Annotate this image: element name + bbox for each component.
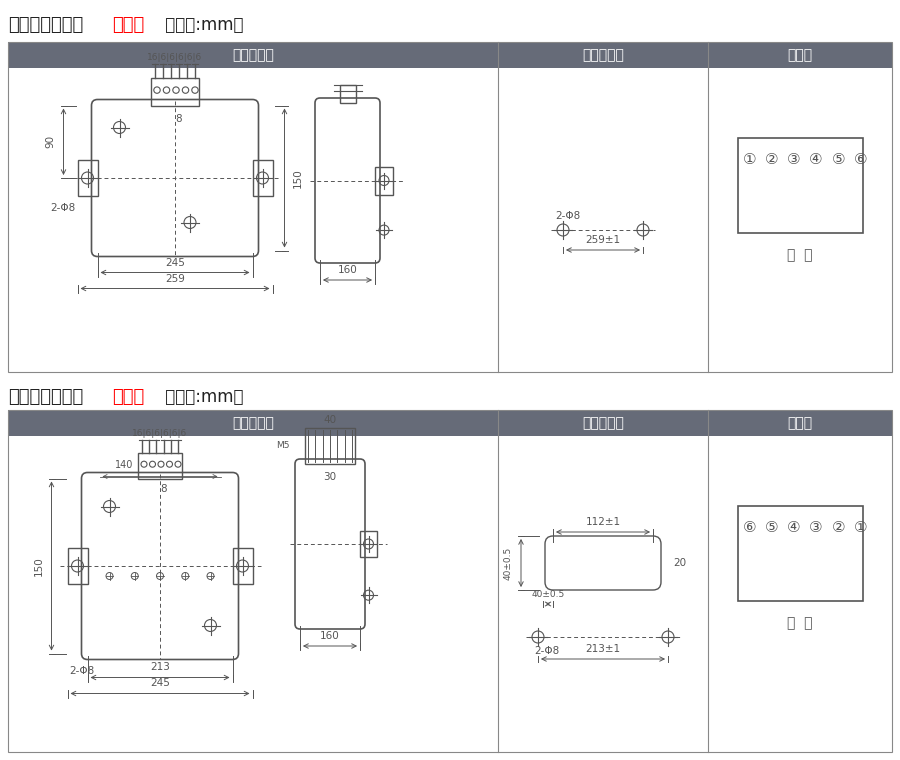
Text: 2-Φ8: 2-Φ8: [50, 203, 76, 213]
Bar: [8, 42, 892, 372]
Bar: [138, 452, 182, 479]
Text: 112±1: 112±1: [585, 517, 621, 527]
Text: ①: ①: [854, 521, 868, 536]
Text: 前接线: 前接线: [112, 16, 144, 33]
Text: 90: 90: [46, 135, 56, 148]
Text: ③: ③: [809, 521, 823, 536]
Text: 2-Φ8: 2-Φ8: [555, 211, 580, 221]
Text: 140: 140: [114, 461, 133, 470]
Text: 2-Φ8: 2-Φ8: [534, 646, 559, 656]
Text: 40±0.5: 40±0.5: [531, 590, 564, 599]
Text: 245: 245: [165, 258, 184, 268]
Text: （单位:mm）: （单位:mm）: [160, 16, 244, 33]
Text: 150: 150: [33, 556, 43, 576]
Bar: [737, 506, 862, 601]
Bar: [253, 160, 273, 196]
Text: 16|6|6|6|6|6: 16|6|6|6|6|6: [148, 53, 202, 62]
Bar: [8, 42, 892, 68]
Text: ②: ②: [832, 521, 845, 536]
Text: 259±1: 259±1: [585, 235, 621, 245]
Text: 前  视: 前 视: [788, 248, 813, 262]
Text: 8: 8: [176, 113, 183, 123]
Bar: [232, 548, 253, 584]
Bar: [68, 548, 87, 584]
Text: ③: ③: [788, 153, 801, 167]
Text: ④: ④: [809, 153, 823, 167]
Text: 40: 40: [323, 415, 337, 425]
Bar: [737, 138, 862, 233]
Text: ⑥: ⑥: [854, 153, 868, 167]
Text: ⑤: ⑤: [765, 521, 778, 536]
Text: （单位:mm）: （单位:mm）: [160, 388, 244, 406]
Text: ⑥: ⑥: [742, 521, 756, 536]
Text: ②: ②: [765, 153, 778, 167]
Text: 外形尺寸图: 外形尺寸图: [232, 48, 274, 62]
Text: 后接线: 后接线: [112, 388, 144, 406]
Text: 40±0.5: 40±0.5: [504, 546, 513, 580]
Bar: [375, 166, 393, 195]
Text: 2-Φ8: 2-Φ8: [69, 667, 94, 676]
Bar: [8, 410, 892, 752]
Text: 安装开孔图: 安装开孔图: [582, 416, 624, 430]
Text: 8: 8: [161, 485, 167, 495]
Text: 16|6|6|6|6|6: 16|6|6|6|6|6: [132, 429, 187, 438]
Text: 单相过流凸出式: 单相过流凸出式: [8, 388, 83, 406]
Text: 245: 245: [150, 679, 170, 689]
Text: 外形尺寸图: 外形尺寸图: [232, 416, 274, 430]
Text: ①: ①: [742, 153, 756, 167]
Text: 150: 150: [292, 168, 302, 188]
Text: 213: 213: [150, 663, 170, 673]
Text: 20: 20: [673, 558, 686, 568]
Text: 背  视: 背 视: [788, 616, 813, 630]
Text: 端子图: 端子图: [788, 416, 813, 430]
Text: 213±1: 213±1: [585, 644, 621, 654]
Text: 单相过流凸出式: 单相过流凸出式: [8, 16, 83, 33]
Text: 30: 30: [323, 472, 337, 482]
Text: 259: 259: [165, 274, 184, 283]
Text: ⑤: ⑤: [832, 153, 845, 167]
Bar: [77, 160, 97, 196]
Bar: [360, 531, 377, 557]
Text: M5: M5: [276, 442, 290, 451]
Text: 安装开孔图: 安装开孔图: [582, 48, 624, 62]
Bar: [8, 410, 892, 436]
Bar: [151, 78, 199, 106]
Text: 160: 160: [320, 631, 340, 641]
Text: 160: 160: [338, 265, 357, 275]
Bar: [305, 428, 355, 464]
Text: ④: ④: [788, 521, 801, 536]
Text: 端子图: 端子图: [788, 48, 813, 62]
Bar: [339, 85, 356, 103]
